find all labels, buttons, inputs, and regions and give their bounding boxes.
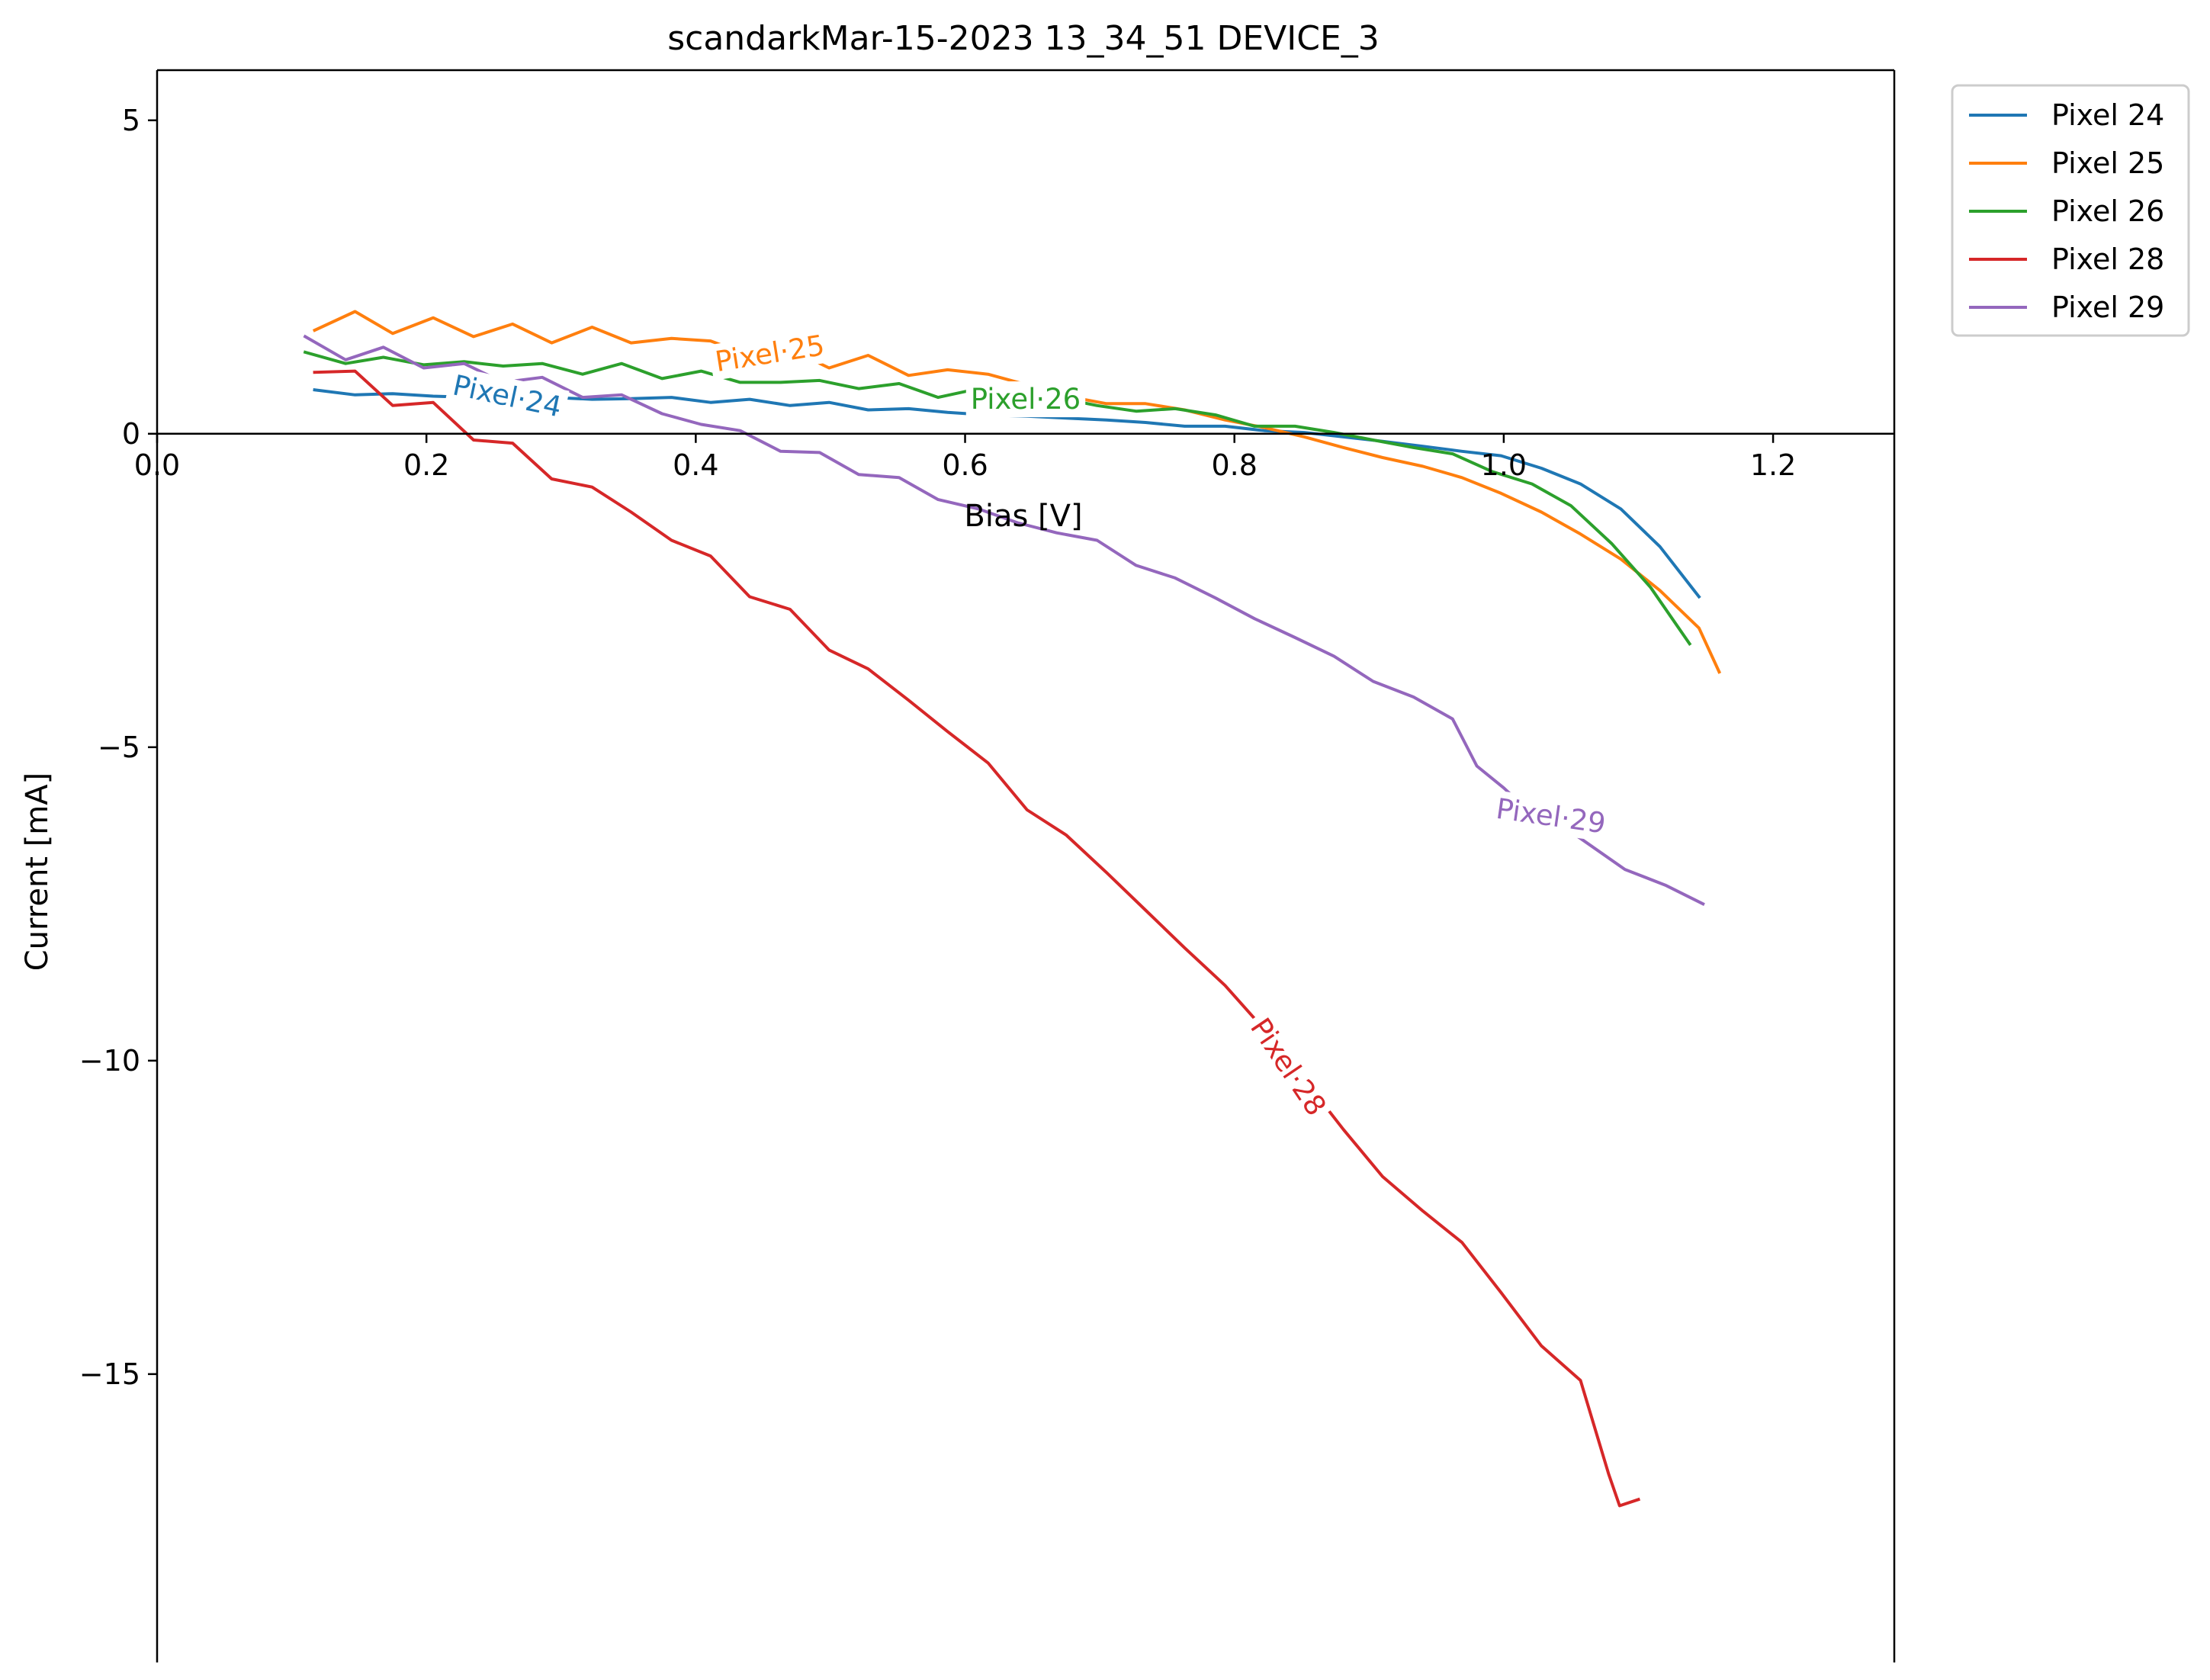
y-tick-label: 5 (122, 104, 140, 137)
y-tick-label: −5 (98, 731, 140, 764)
legend: Pixel 24 Pixel 25 Pixel 26 Pixel 28 Pixel 29 (1951, 84, 2190, 337)
legend-label-3: Pixel 26 (2051, 194, 2164, 228)
series-line-5 (303, 334, 1705, 906)
legend-frame (1951, 84, 2190, 337)
legend-label-2: Pixel 25 (2051, 146, 2164, 180)
series-line-4 (313, 369, 1641, 1508)
y-tick-label: −10 (79, 1044, 140, 1078)
chart-title: scandarkMar-15-2023 13_34_51 DEVICE_3 (667, 19, 1380, 58)
inline-label-background-5 (1489, 790, 1613, 843)
inline-label-background-2 (708, 326, 832, 381)
x-tick-label: 0.0 (134, 448, 180, 482)
x-tick-label: 1.0 (1481, 448, 1527, 482)
legend-label-5: Pixel 29 (2051, 291, 2164, 324)
legend-items: Pixel 24 Pixel 25 Pixel 26 Pixel 28 Pixel 29 (1969, 98, 2164, 324)
y-axis-label: Current [mA] (20, 773, 55, 972)
x-tick-label: 0.8 (1211, 448, 1257, 482)
x-axis-label: Bias [V] (964, 499, 1082, 534)
x-tick-label: 0.6 (942, 448, 988, 482)
x-tick-label: 1.2 (1750, 448, 1796, 482)
y-tick-label: −15 (79, 1357, 140, 1391)
legend-label-4: Pixel 28 (2051, 243, 2164, 276)
inline-label-3: Pixel·26 (971, 383, 1081, 416)
inline-label-background-4 (1240, 1007, 1337, 1127)
x-tick-label: 0.4 (673, 448, 718, 482)
x-tick-label: 0.2 (403, 448, 449, 482)
inline-label-background-3 (965, 381, 1086, 418)
axes-layer: 0.0 0.2 0.4 0.6 0.8 1.0 1.2 5 0 −5 −10 −15 (79, 69, 1896, 1662)
y-tick-label: 0 (122, 417, 140, 451)
inline-label-background-1 (445, 366, 570, 426)
inline-label-group-3: Pixel·26 (965, 381, 1086, 418)
legend-label-1: Pixel 24 (2051, 98, 2164, 132)
